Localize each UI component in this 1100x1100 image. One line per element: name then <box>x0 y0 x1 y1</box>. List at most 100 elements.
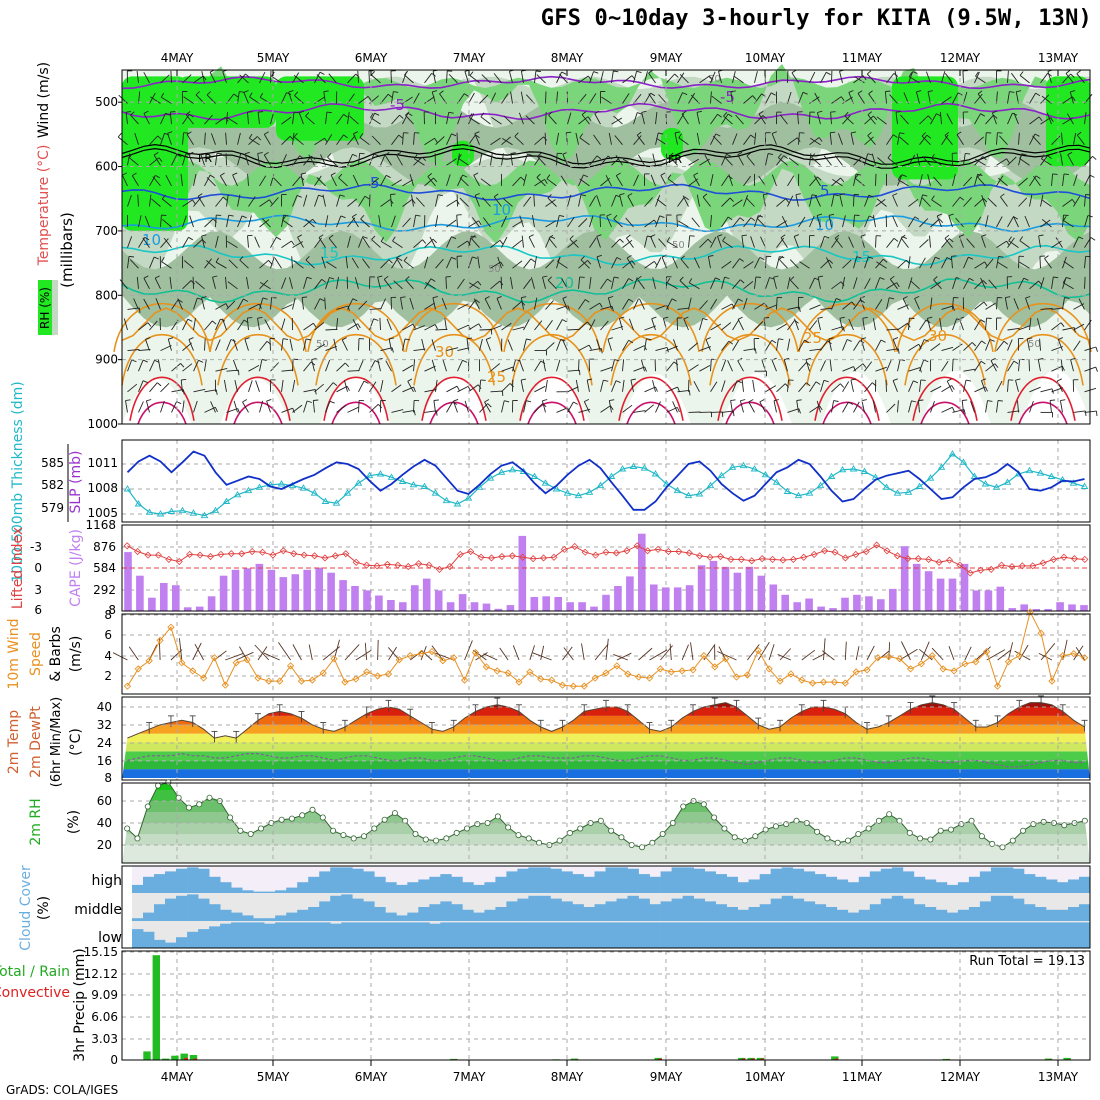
contour-label: 50 <box>488 264 501 275</box>
cloud-bar <box>946 922 959 948</box>
rh-legend-swatch <box>38 280 52 335</box>
wind-marker <box>776 677 784 685</box>
cloud-bar <box>836 879 849 893</box>
wind-marker <box>743 671 752 679</box>
thickness-marker <box>1058 475 1067 483</box>
date-label-top: 8MAY <box>551 51 584 65</box>
cloud-bar <box>572 904 584 921</box>
cloud-bar <box>924 879 937 893</box>
cloud-bar <box>880 898 893 921</box>
wind-marker <box>558 681 567 689</box>
rh-marker <box>927 836 934 843</box>
li-marker <box>925 555 933 563</box>
cloud-bar <box>957 882 970 893</box>
isotherm-line <box>405 303 503 353</box>
li-marker <box>779 556 787 564</box>
cape-bar <box>805 598 813 611</box>
li-marker <box>821 547 829 555</box>
rh-marker <box>340 832 347 839</box>
temp-band <box>122 742 1090 752</box>
cloud-bar <box>1068 922 1080 948</box>
cape-bar <box>841 597 849 611</box>
rh-marker <box>463 825 470 832</box>
cloud-bar <box>517 868 529 893</box>
rh-marker <box>391 810 398 817</box>
precip-tick-label: 0 <box>110 1053 118 1067</box>
wind-marker <box>613 662 621 670</box>
cloud-bar <box>242 922 254 948</box>
cloud-bar <box>473 922 485 948</box>
cloud-bar <box>572 874 584 893</box>
rh-marker <box>566 829 573 836</box>
cape-bar <box>972 590 981 611</box>
wind-marker <box>961 660 969 668</box>
cape-bar <box>399 602 407 611</box>
cloud-bar <box>891 867 904 893</box>
cloud-bar <box>825 922 838 948</box>
precip-bar <box>189 1055 198 1060</box>
rh-marker <box>865 825 872 832</box>
li-marker <box>404 563 412 571</box>
cloud-bar <box>594 871 606 893</box>
li-marker <box>654 545 662 553</box>
cloud-bar <box>132 929 144 948</box>
rh-marker <box>453 829 460 836</box>
cape-bar <box>578 602 586 611</box>
cloud-bar <box>517 898 529 921</box>
cloud-bar <box>1057 909 1069 921</box>
cloud-bar <box>561 871 573 893</box>
cloud-bar <box>352 922 364 948</box>
cloud-bar <box>1001 895 1014 921</box>
li-marker <box>258 548 267 556</box>
cloud-bar <box>484 922 496 948</box>
li-marker <box>716 552 725 561</box>
cloud-bar <box>616 898 628 921</box>
rh-marker <box>783 821 790 828</box>
thickness-tick-label: 579 <box>41 501 64 515</box>
rh-marker <box>556 837 563 844</box>
cloud-bar <box>275 922 287 948</box>
thickness-marker <box>948 450 957 457</box>
wind-marker <box>363 668 371 676</box>
date-label-top: 13MAY <box>1038 51 1079 65</box>
cloud-bar <box>374 922 386 948</box>
cape-bar <box>183 607 192 611</box>
precip-legend-total: Total / Rain <box>0 964 70 980</box>
cloud-bar <box>264 918 276 921</box>
cape-bar <box>172 585 180 611</box>
cloud-bar <box>407 912 419 921</box>
rh-unit-label: (%) <box>66 810 82 834</box>
cloud-bar <box>649 876 661 893</box>
cloud-bar <box>968 922 981 948</box>
cloud-bar <box>781 922 794 948</box>
slp-line <box>126 450 1085 511</box>
date-label-bottom: 8MAY <box>551 1070 584 1084</box>
rh-band <box>122 812 1090 823</box>
cloud-bar <box>616 922 628 948</box>
cape-bar <box>482 603 491 611</box>
cloud-bar <box>957 909 970 921</box>
precip-bar <box>171 1055 179 1060</box>
rh-band <box>122 823 1090 834</box>
cloud-bar <box>550 898 562 921</box>
cape-bar <box>829 608 837 611</box>
isotherm-line <box>602 303 700 353</box>
cape-bar <box>327 572 335 611</box>
cloud-bar <box>1079 904 1091 921</box>
rh-marker <box>721 825 728 832</box>
cloud-bar <box>1023 874 1036 893</box>
contour-label: 50 <box>316 339 329 350</box>
credit-text: GrADS: COLA/IGES <box>6 1083 119 1097</box>
date-label-top: 7MAY <box>453 51 486 65</box>
cloud-bar <box>176 895 188 921</box>
cape-bar <box>124 552 132 611</box>
thickness-marker <box>134 500 143 507</box>
rh-marker <box>144 803 151 810</box>
thickness-marker <box>365 471 374 479</box>
cape-tick-label: 292 <box>93 583 116 597</box>
wind-marker <box>395 656 403 664</box>
li-marker <box>186 550 194 558</box>
li-marker <box>550 553 558 561</box>
cloud-bar <box>319 901 331 921</box>
cape-bar <box>709 560 718 611</box>
